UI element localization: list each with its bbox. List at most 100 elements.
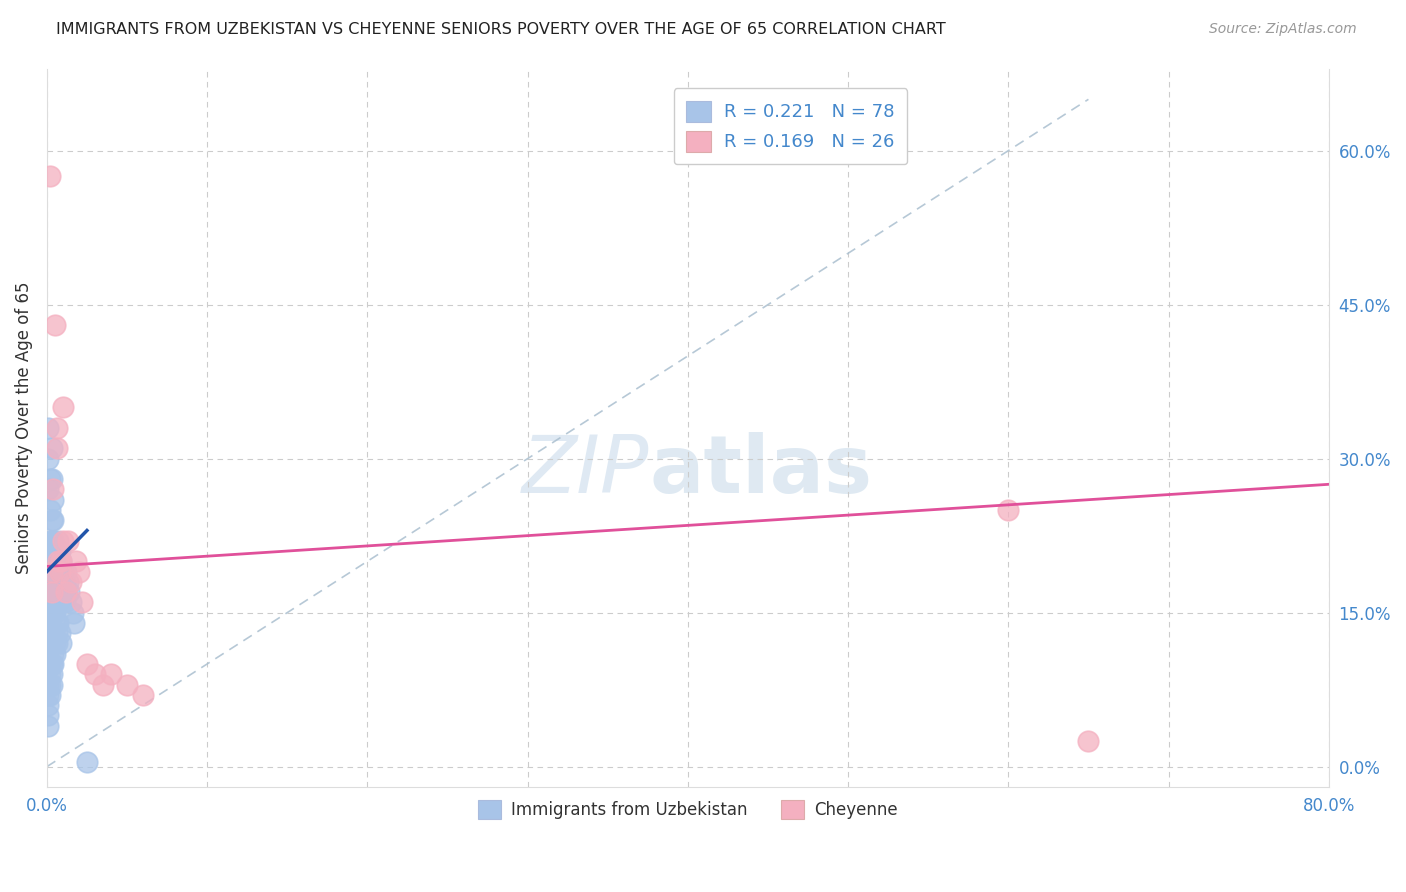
Point: [37, 636, 59, 650]
Point: [39, 667, 62, 681]
Point: [45, 421, 67, 435]
Point: [41, 565, 63, 579]
Point: [44, 585, 66, 599]
Point: [55, 585, 77, 599]
Point: [39, 472, 62, 486]
Point: [44, 544, 66, 558]
Point: [39, 533, 62, 548]
Point: [45, 574, 67, 589]
Point: [37, 421, 59, 435]
Text: ZIP: ZIP: [522, 432, 650, 510]
Point: [37, 708, 59, 723]
Point: [37, 451, 59, 466]
Point: [51, 554, 73, 568]
Point: [45, 442, 67, 456]
Point: [41, 606, 63, 620]
Point: [70, 595, 93, 609]
Point: [59, 574, 82, 589]
Point: [46, 595, 69, 609]
Point: [39, 688, 62, 702]
Point: [37, 554, 59, 568]
Point: [56, 574, 79, 589]
Point: [41, 533, 63, 548]
Point: [52, 585, 75, 599]
Point: [58, 585, 80, 599]
Point: [39, 503, 62, 517]
Point: [44, 636, 66, 650]
Point: [51, 574, 73, 589]
Point: [53, 595, 76, 609]
Point: [76, 755, 98, 769]
Point: [39, 595, 62, 609]
Point: [42, 483, 65, 497]
Point: [46, 574, 69, 589]
Point: [62, 606, 84, 620]
Point: [997, 503, 1019, 517]
Point: [48, 565, 70, 579]
Point: [37, 698, 59, 712]
Point: [48, 585, 70, 599]
Point: [41, 585, 63, 599]
Point: [44, 647, 66, 661]
Point: [39, 657, 62, 671]
Text: atlas: atlas: [650, 432, 873, 510]
Point: [52, 533, 75, 548]
Point: [41, 472, 63, 486]
Point: [46, 615, 69, 630]
Point: [42, 657, 65, 671]
Point: [53, 574, 76, 589]
Point: [45, 615, 67, 630]
Point: [41, 667, 63, 681]
Point: [100, 667, 122, 681]
Point: [37, 677, 59, 691]
Point: [39, 169, 62, 184]
Point: [45, 626, 67, 640]
Point: [1077, 734, 1099, 748]
Point: [42, 565, 65, 579]
Point: [132, 688, 155, 702]
Point: [37, 688, 59, 702]
Point: [48, 565, 70, 579]
Point: [84, 667, 107, 681]
Point: [41, 677, 63, 691]
Text: Source: ZipAtlas.com: Source: ZipAtlas.com: [1209, 22, 1357, 37]
Point: [39, 636, 62, 650]
Point: [51, 636, 73, 650]
Point: [39, 554, 62, 568]
Point: [37, 718, 59, 732]
Point: [45, 554, 67, 568]
Y-axis label: Seniors Poverty Over the Age of 65: Seniors Poverty Over the Age of 65: [15, 282, 32, 574]
Point: [42, 513, 65, 527]
Text: IMMIGRANTS FROM UZBEKISTAN VS CHEYENNE SENIORS POVERTY OVER THE AGE OF 65 CORREL: IMMIGRANTS FROM UZBEKISTAN VS CHEYENNE S…: [56, 22, 946, 37]
Point: [55, 585, 77, 599]
Point: [41, 513, 63, 527]
Point: [42, 647, 65, 661]
Point: [41, 442, 63, 456]
Point: [45, 595, 67, 609]
Point: [41, 554, 63, 568]
Legend: Immigrants from Uzbekistan, Cheyenne: Immigrants from Uzbekistan, Cheyenne: [471, 793, 904, 826]
Point: [44, 565, 66, 579]
Point: [63, 615, 86, 630]
Point: [45, 636, 67, 650]
Point: [55, 565, 77, 579]
Point: [44, 318, 66, 333]
Point: [39, 574, 62, 589]
Point: [91, 677, 114, 691]
Point: [42, 585, 65, 599]
Point: [48, 626, 70, 640]
Point: [41, 657, 63, 671]
Point: [46, 533, 69, 548]
Point: [42, 492, 65, 507]
Point: [52, 401, 75, 415]
Point: [44, 606, 66, 620]
Point: [115, 677, 138, 691]
Point: [42, 533, 65, 548]
Point: [48, 544, 70, 558]
Point: [52, 565, 75, 579]
Point: [67, 565, 90, 579]
Point: [59, 595, 82, 609]
Point: [37, 595, 59, 609]
Point: [37, 483, 59, 497]
Point: [56, 533, 79, 548]
